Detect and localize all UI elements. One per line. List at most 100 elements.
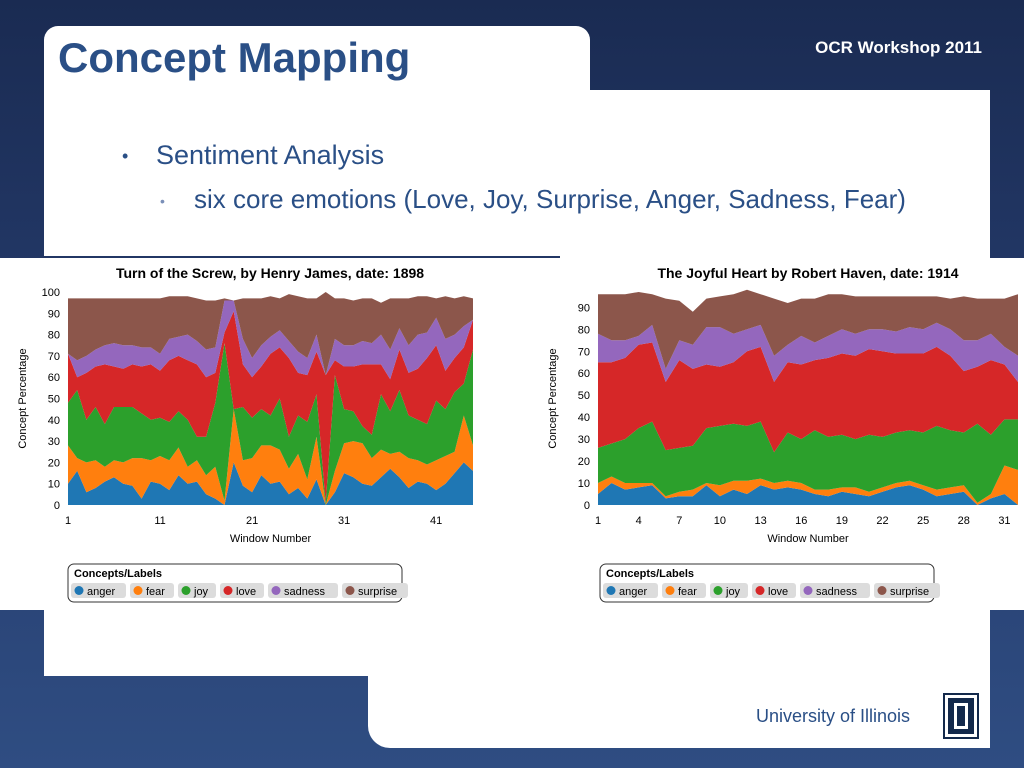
y-tick-label: 50 <box>578 390 590 402</box>
x-tick-label: 21 <box>246 515 258 527</box>
legend-swatch-anger <box>74 586 84 595</box>
y-tick-label: 80 <box>578 324 590 336</box>
legend-chip <box>220 583 264 598</box>
y-tick-label: 40 <box>578 412 590 424</box>
legend-label: joy <box>193 586 209 598</box>
legend-swatch-sadness <box>271 586 281 595</box>
legend-chip <box>752 583 796 598</box>
legend-swatch-anger <box>606 586 616 595</box>
y-tick-label: 0 <box>54 500 60 512</box>
legend-label: fear <box>678 586 697 598</box>
x-tick-label: 16 <box>795 515 807 527</box>
chart-title: Turn of the Screw, by Henry James, date:… <box>116 265 424 281</box>
area-anger <box>598 483 1018 505</box>
y-tick-label: 60 <box>578 368 590 380</box>
x-tick-label: 19 <box>836 515 848 527</box>
legend-chip <box>874 583 940 598</box>
x-tick-label: 10 <box>714 515 726 527</box>
bullet-text: six core emotions (Love, Joy, Surprise, … <box>194 184 906 214</box>
legend-swatch-surprise <box>345 586 355 595</box>
legend-swatch-love <box>223 586 233 595</box>
y-tick-label: 80 <box>48 330 60 342</box>
legend-label: sadness <box>816 586 857 598</box>
area-joy <box>68 343 473 505</box>
y-tick-label: 20 <box>48 457 60 469</box>
bullet-dot: • <box>160 193 165 210</box>
slide-title: Concept Mapping <box>58 34 411 81</box>
legend-chip <box>71 583 126 598</box>
x-axis-label: Window Number <box>767 533 849 545</box>
area-surprise <box>68 292 473 376</box>
legend-swatch-joy <box>713 586 723 595</box>
area-fear <box>68 409 473 505</box>
chart-joyful-heart: The Joyful Heart by Robert Haven, date: … <box>546 262 1022 606</box>
legend-chip <box>130 583 174 598</box>
legend-swatch-fear <box>665 586 675 595</box>
logo-letter-i-stem <box>957 706 965 726</box>
y-axis-label: Concept Percentage <box>547 348 559 448</box>
x-tick-label: 13 <box>754 515 766 527</box>
legend-swatch-love <box>755 586 765 595</box>
x-tick-label: 22 <box>876 515 888 527</box>
x-tick-label: 7 <box>676 515 682 527</box>
area-love <box>598 342 1018 453</box>
y-tick-label: 30 <box>48 436 60 448</box>
legend-chip <box>603 583 658 598</box>
y-tick-label: 30 <box>578 434 590 446</box>
y-tick-label: 90 <box>578 302 590 314</box>
x-tick-label: 28 <box>958 515 970 527</box>
y-axis-label: Concept Percentage <box>17 348 29 448</box>
area-sadness <box>598 322 1018 382</box>
legend-title: Concepts/Labels <box>606 568 694 580</box>
area-fear <box>598 465 1018 505</box>
x-tick-label: 25 <box>917 515 929 527</box>
legend-label: anger <box>87 586 115 598</box>
chart-svg: The Joyful Heart by Robert Haven, date: … <box>547 265 1018 603</box>
y-tick-label: 10 <box>578 478 590 490</box>
bullet-text: Sentiment Analysis <box>156 140 385 170</box>
legend: Concepts/Labels anger fear joy love sadness su… <box>599 563 940 603</box>
y-tick-label: 20 <box>578 456 590 468</box>
area-joy <box>598 419 1018 503</box>
x-tick-label: 1 <box>65 515 71 527</box>
legend-label: anger <box>619 586 647 598</box>
x-tick-label: 1 <box>595 515 601 527</box>
y-tick-label: 50 <box>48 394 60 406</box>
legend-chip <box>268 583 338 598</box>
illinois-logo <box>943 693 979 739</box>
x-tick-label: 31 <box>998 515 1010 527</box>
legend-label: surprise <box>358 586 397 598</box>
legend-swatch-fear <box>133 586 143 595</box>
legend-label: fear <box>146 586 165 598</box>
y-tick-label: 100 <box>42 287 60 299</box>
x-axis-label: Window Number <box>230 533 312 545</box>
legend-label: sadness <box>284 586 325 598</box>
legend-swatch-surprise <box>877 586 887 595</box>
legend: Concepts/Labels anger fear joy love sadness su… <box>67 563 408 603</box>
chart-svg: Turn of the Screw, by Henry James, date:… <box>17 265 473 603</box>
bullet-level-2: • six core emotions (Love, Joy, Surprise,… <box>160 184 906 215</box>
legend-chip <box>662 583 706 598</box>
slide-frame-bottom-right <box>368 660 990 748</box>
y-tick-label: 10 <box>48 479 60 491</box>
legend-chip <box>342 583 408 598</box>
bullet-dot: • <box>122 146 129 167</box>
legend-swatch-sadness <box>803 586 813 595</box>
y-tick-label: 60 <box>48 372 60 384</box>
y-tick-label: 70 <box>578 346 590 358</box>
area-surprise <box>598 289 1018 369</box>
x-tick-label: 11 <box>154 515 165 527</box>
y-tick-label: 40 <box>48 415 60 427</box>
area-love <box>68 311 473 503</box>
chart-title: The Joyful Heart by Robert Haven, date: … <box>657 265 958 281</box>
y-tick-label: 90 <box>48 308 60 320</box>
legend-label: joy <box>725 586 741 598</box>
slide-frame-top-right <box>560 90 990 260</box>
slide-frame-top <box>44 26 590 256</box>
legend-label: surprise <box>890 586 929 598</box>
legend-title: Concepts/Labels <box>74 568 162 580</box>
x-tick-label: 4 <box>636 515 642 527</box>
y-tick-label: 0 <box>584 500 590 512</box>
y-tick-label: 70 <box>48 351 60 363</box>
area-sadness <box>68 300 473 380</box>
